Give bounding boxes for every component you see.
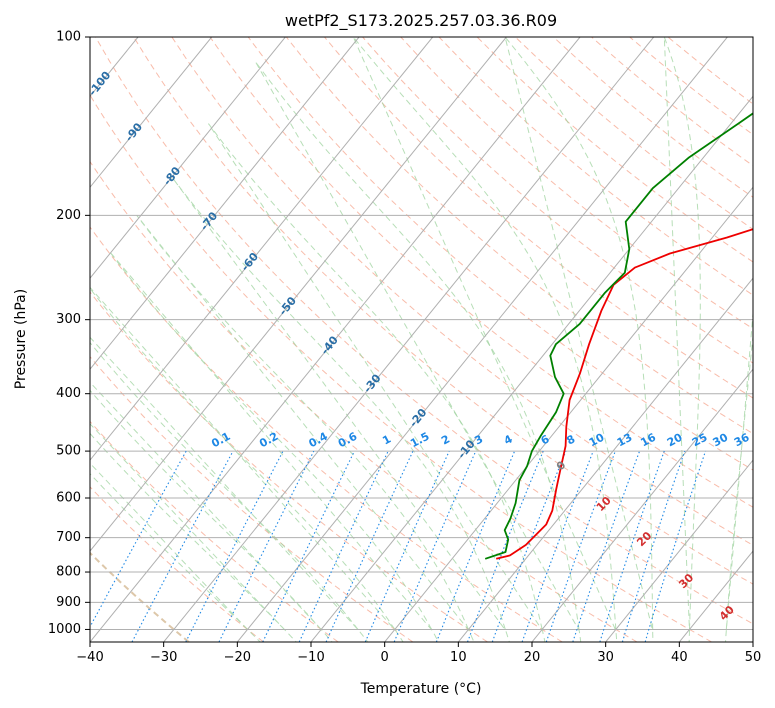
mixing-ratio-line	[364, 450, 450, 642]
temperature-profile-line	[495, 228, 753, 560]
axes: −40 −30 −20 −10 0 10 20 30 40 50 100 200 300 400 500 60…	[48, 30, 761, 666]
moist-adiabat	[90, 336, 369, 642]
isotherm	[90, 37, 434, 461]
y-tick-label: 700	[56, 530, 81, 545]
mixing-ratio-line	[185, 450, 284, 642]
moist-adiabat	[90, 381, 333, 642]
isotherm	[90, 37, 286, 280]
dry-adiabat	[400, 37, 753, 330]
x-tick-label: 10	[450, 650, 467, 665]
mixing-ratio-label: 25	[690, 431, 710, 450]
isotherm	[90, 37, 507, 552]
mixing-ratio-line	[393, 450, 477, 642]
x-axis-label: Temperature (°C)	[360, 681, 482, 697]
chart-title: wetPf2_S173.2025.257.03.36.R09	[285, 11, 557, 31]
moist-adiabat	[136, 214, 475, 642]
dry-adiabat	[90, 420, 339, 642]
isotherm	[90, 37, 360, 370]
dry-adiabat	[90, 160, 638, 642]
dry-adiabat	[133, 37, 753, 585]
moist-adiabat	[168, 173, 510, 642]
y-tick-label: 500	[56, 444, 81, 459]
sounding-profiles	[484, 112, 753, 560]
y-tick-label: 800	[56, 565, 81, 580]
x-tick-label: −30	[150, 650, 177, 665]
mixing-ratio-label: 36	[732, 431, 752, 450]
dry-adiabat	[209, 37, 753, 508]
dry-adiabat	[90, 551, 190, 642]
x-tick-label: 30	[597, 650, 614, 665]
y-tick-label: 300	[56, 312, 81, 327]
isotherm	[605, 459, 753, 642]
mixing-ratio-label: 20	[665, 431, 685, 450]
mixing-ratio-line	[131, 450, 234, 642]
isotherm	[163, 37, 655, 642]
y-tick-label: 100	[56, 30, 81, 45]
moist-adiabat	[108, 250, 439, 642]
plot-frame	[89, 36, 754, 643]
x-tick-label: −20	[224, 650, 251, 665]
dry-adiabat	[90, 226, 563, 642]
mixing-ratio-label: 10	[587, 431, 607, 450]
moist-adiabat	[725, 307, 753, 642]
mixing-ratio-line	[599, 450, 665, 642]
moist-adiabat	[90, 462, 261, 642]
moist-adiabat	[352, 37, 618, 642]
moist-adiabat	[90, 423, 297, 642]
dry-adiabat	[247, 37, 753, 471]
dry-adiabat	[90, 291, 488, 642]
isotherm	[0, 37, 64, 642]
dry-adiabat	[95, 37, 753, 625]
mixing-ratio-line	[218, 450, 315, 642]
isotherm	[310, 95, 753, 642]
x-tick-label: 20	[524, 650, 541, 665]
y-axis-label: Pressure (hPa)	[13, 289, 29, 389]
isotherm	[457, 277, 753, 642]
y-tick-label: 1000	[48, 622, 81, 637]
isotherm	[236, 37, 728, 642]
x-tick-label: 40	[671, 650, 688, 665]
mixing-ratio-line	[572, 450, 641, 642]
mixing-ratio-line	[435, 450, 516, 642]
mixing-ratio-label: 16	[638, 431, 658, 450]
x-tick-label: 0	[381, 650, 389, 665]
mixing-ratio-line	[621, 450, 686, 642]
mixing-ratio-label: 13	[615, 431, 635, 450]
diagram-lines	[0, 37, 753, 642]
mixing-ratio-line	[491, 450, 567, 642]
x-tick-label: −10	[297, 650, 324, 665]
x-tick-label: 50	[745, 650, 762, 665]
y-tick-label: 600	[56, 491, 81, 506]
mixing-ratio-line	[644, 450, 707, 642]
isotherm	[752, 641, 753, 642]
isotherm	[531, 368, 753, 642]
dry-adiabat	[438, 37, 753, 296]
isotherm	[90, 37, 213, 189]
mixing-ratio-line	[521, 450, 594, 642]
y-tick-label: 400	[56, 386, 81, 401]
isotherm	[384, 186, 753, 642]
moist-adiabat	[254, 61, 582, 642]
dry-adiabat	[90, 94, 712, 642]
mixing-ratio-label: 30	[711, 431, 731, 450]
mixing-ratio-line	[545, 450, 616, 642]
x-tick-label: −40	[76, 650, 103, 665]
isotherm	[90, 37, 581, 642]
mixing-ratio-line	[466, 450, 544, 642]
mixing-ratio-line	[90, 450, 187, 629]
moist-adiabat	[663, 37, 701, 642]
y-tick-label: 200	[56, 208, 81, 223]
y-tick-label: 900	[56, 595, 81, 610]
moist-adiabat	[90, 286, 404, 642]
dewpoint-profile-line	[484, 112, 753, 560]
